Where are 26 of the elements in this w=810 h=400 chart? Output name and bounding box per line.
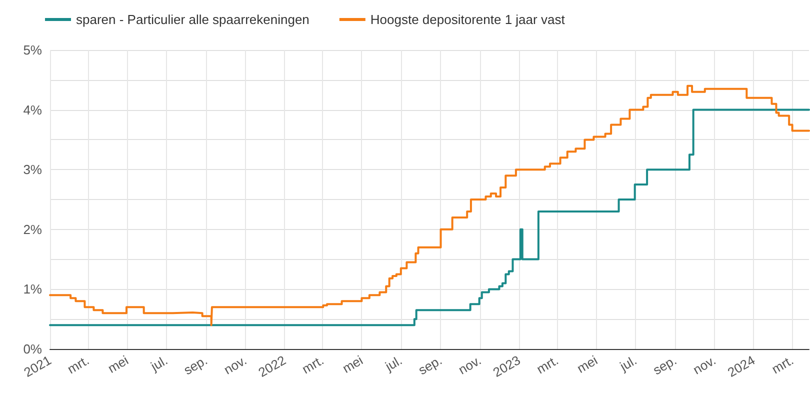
x-tick-label: nov. bbox=[690, 352, 718, 378]
x-tick-label: sep. bbox=[416, 352, 444, 378]
x-tick-label: jul. bbox=[616, 352, 640, 374]
y-tick-label: 2% bbox=[23, 222, 42, 237]
x-tick-label: mrt. bbox=[769, 352, 796, 377]
x-tick-label: 2023 bbox=[490, 352, 523, 380]
x-tick-label: 2024 bbox=[724, 352, 758, 380]
x-tick-label: mei bbox=[340, 352, 366, 376]
x-tick-label: 2022 bbox=[256, 352, 288, 380]
x-tick-label: mei bbox=[105, 352, 131, 376]
x-tick-label: nov. bbox=[221, 352, 250, 378]
x-tick-label: nov. bbox=[456, 352, 484, 378]
legend-label: Hoogste depositorente 1 jaar vast bbox=[370, 12, 566, 27]
y-tick-label: 1% bbox=[23, 282, 42, 297]
x-tick-label: jul. bbox=[382, 352, 405, 374]
y-tick-label: 5% bbox=[23, 42, 42, 58]
y-tick-label: 3% bbox=[23, 162, 42, 178]
x-tick-label: mrt. bbox=[534, 352, 561, 377]
x-tick-label: mei bbox=[574, 352, 600, 376]
x-tick-label: mrt. bbox=[64, 352, 92, 377]
legend-label: sparen - Particulier alle spaarrekeningen bbox=[76, 12, 310, 27]
x-tick-label: sep. bbox=[181, 352, 210, 378]
x-tick-label: sep. bbox=[650, 352, 680, 378]
x-tick-label: mrt. bbox=[299, 352, 326, 377]
y-tick-label: 4% bbox=[23, 102, 42, 118]
x-tick-label: jul. bbox=[147, 352, 170, 374]
